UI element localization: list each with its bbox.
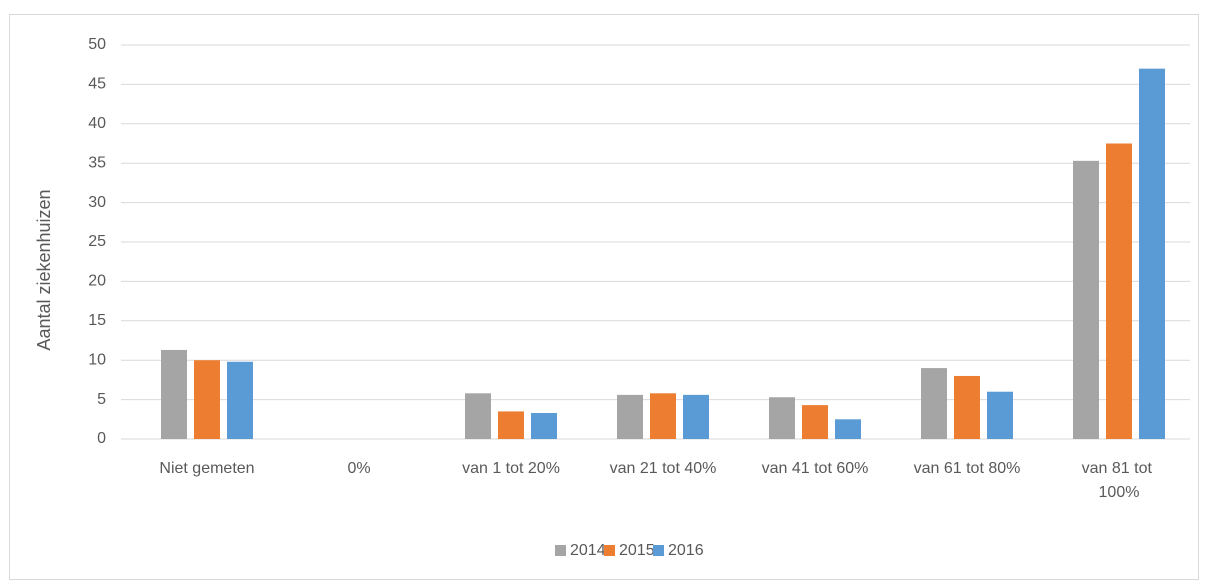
y-tick-label: 35 (88, 154, 106, 171)
legend-label: 2014 (570, 542, 606, 559)
y-tick-label: 50 (88, 36, 106, 53)
bar (921, 368, 947, 439)
y-tick-label: 25 (88, 233, 106, 250)
bar (954, 375, 980, 439)
x-tick-label: Niet gemeten (159, 460, 254, 477)
x-tick-label: 0% (347, 460, 370, 477)
x-tick-label: van 1 tot 20% (462, 460, 560, 477)
bar (802, 405, 828, 439)
y-tick-label: 30 (88, 194, 106, 211)
legend-swatch (653, 545, 664, 556)
chart-border (9, 14, 1199, 580)
y-tick-label: 5 (97, 391, 106, 408)
y-axis-title: Aantal ziekenhuizen (34, 189, 54, 350)
x-tick-label: van 61 tot 80% (914, 460, 1021, 477)
y-tick-label: 20 (88, 273, 106, 290)
y-tick-label: 0 (97, 430, 106, 447)
bar (498, 411, 524, 439)
bar (1073, 160, 1099, 439)
bar (617, 394, 643, 439)
x-tick-label: van 21 tot 40% (610, 460, 717, 477)
bar (769, 397, 795, 439)
bar (194, 360, 220, 439)
x-tick-label-line: 100% (1099, 484, 1140, 501)
bar (1139, 68, 1165, 439)
bar (161, 349, 187, 439)
x-tick-label: van 81 tot 100% (1082, 460, 1157, 501)
legend-label: 2016 (668, 542, 704, 559)
legend-swatch (604, 545, 615, 556)
y-tick-label: 10 (88, 351, 106, 368)
bar (227, 361, 253, 439)
legend-label: 2015 (619, 542, 655, 559)
bar (1106, 143, 1132, 439)
bar (835, 419, 861, 439)
x-tick-label: van 41 tot 60% (762, 460, 869, 477)
y-tick-label: 45 (88, 76, 106, 93)
y-tick-label: 15 (88, 312, 106, 329)
bar (683, 394, 709, 439)
bar (465, 393, 491, 439)
x-tick-label-line: van 81 tot (1082, 460, 1157, 477)
y-tick-label: 40 (88, 115, 106, 132)
bar (531, 412, 557, 439)
bar (987, 391, 1013, 439)
legend-swatch (555, 545, 566, 556)
bar (650, 393, 676, 439)
